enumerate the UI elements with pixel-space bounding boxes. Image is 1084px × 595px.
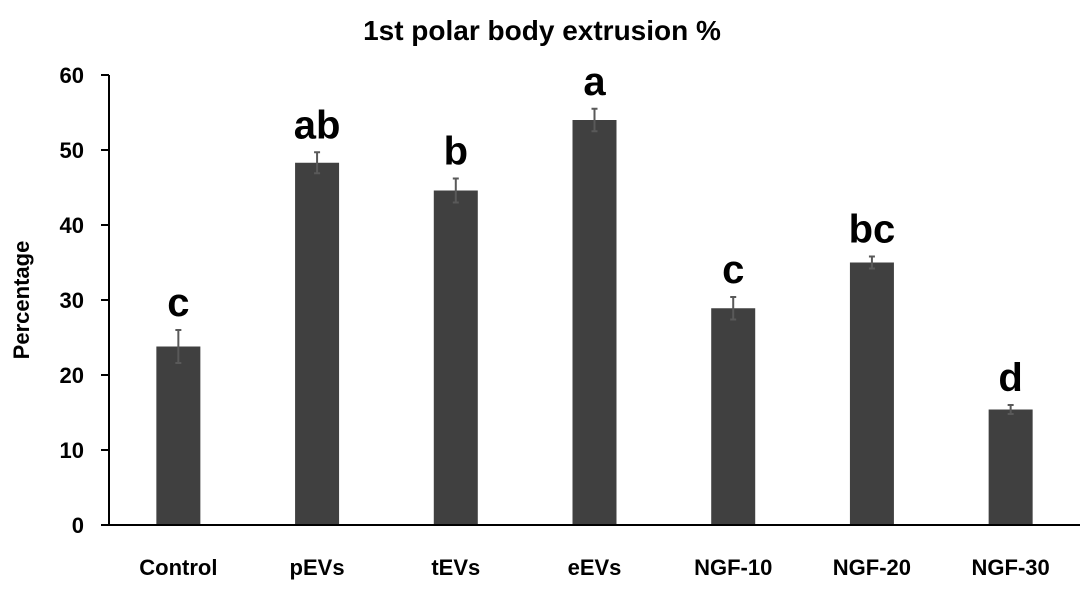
- significance-label: a: [583, 60, 606, 104]
- x-tick-label: NGF-20: [833, 555, 911, 580]
- y-tick-label: 20: [60, 363, 84, 388]
- significance-labels: c ab b a c bc d: [167, 60, 1023, 400]
- y-tick-label: 60: [60, 63, 84, 88]
- error-bars: [175, 107, 1014, 415]
- bar: [572, 120, 617, 525]
- chart-title: 1st polar body extrusion %: [363, 15, 721, 46]
- bar: [988, 409, 1033, 525]
- y-axis-ticks: 0 10 20 30 40 50 60: [60, 63, 109, 538]
- y-tick-label: 30: [60, 288, 84, 313]
- x-axis-ticks: Control pEVs tEVs eEVs NGF-10 NGF-20 NGF-30: [139, 555, 1050, 580]
- x-tick-label: NGF-10: [694, 555, 772, 580]
- x-tick-label: eEVs: [568, 555, 622, 580]
- significance-label: d: [998, 356, 1022, 400]
- significance-label: bc: [849, 208, 896, 252]
- y-tick-label: 50: [60, 138, 84, 163]
- x-tick-label: tEVs: [431, 555, 480, 580]
- y-tick-label: 40: [60, 213, 84, 238]
- y-axis-label: Percentage: [9, 241, 34, 360]
- bar: [295, 162, 340, 525]
- significance-label: c: [167, 281, 189, 325]
- x-tick-label: NGF-30: [972, 555, 1050, 580]
- significance-label: b: [444, 130, 468, 174]
- bar: [433, 190, 478, 525]
- x-tick-label: Control: [139, 555, 217, 580]
- bars: [156, 120, 1033, 525]
- y-tick-label: 10: [60, 438, 84, 463]
- x-tick-label: pEVs: [290, 555, 345, 580]
- bar: [711, 308, 756, 525]
- significance-label: ab: [294, 103, 341, 147]
- significance-label: c: [722, 248, 744, 292]
- bar: [156, 346, 201, 525]
- bar: [849, 262, 894, 525]
- y-tick-label: 0: [72, 513, 84, 538]
